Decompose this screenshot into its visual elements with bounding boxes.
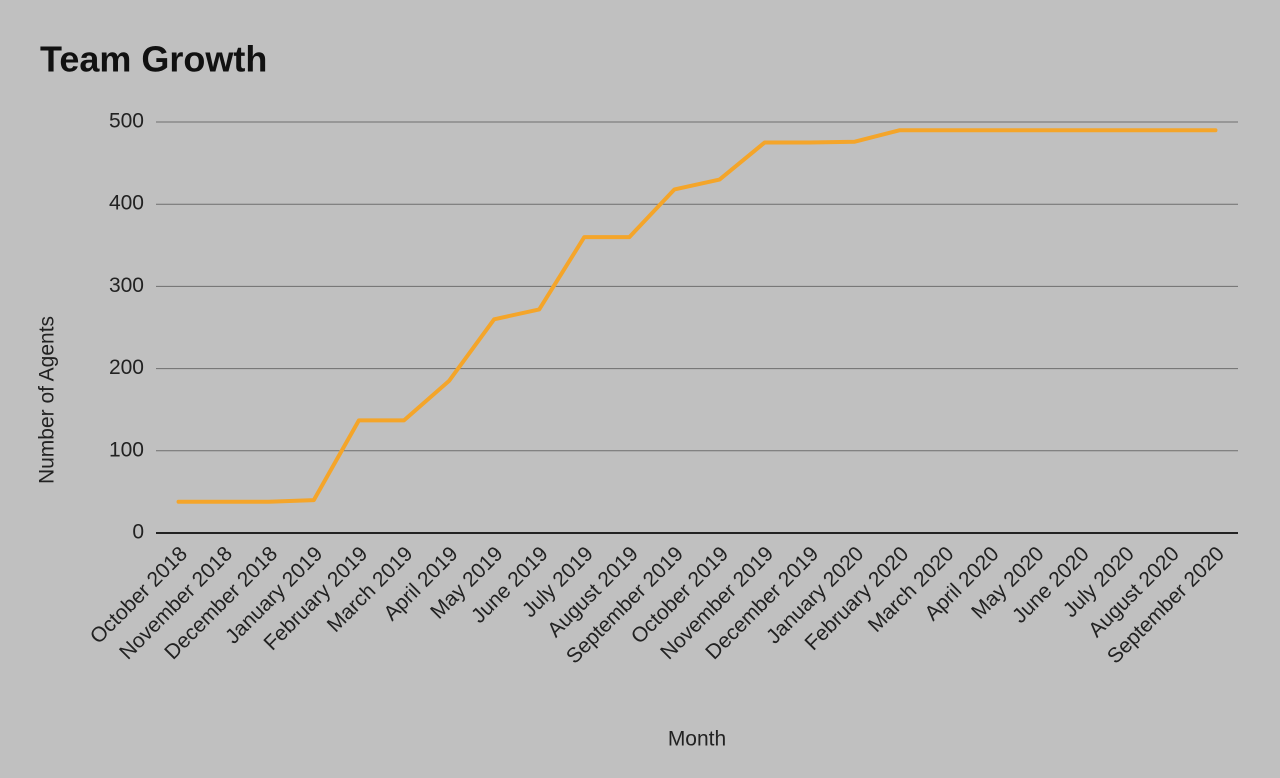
y-axis-label: Number of Agents [36, 316, 59, 484]
x-axis-label: Month [668, 728, 726, 751]
data-line [176, 128, 1218, 504]
y-tick-label: 0 [132, 521, 144, 544]
y-tick-label: 500 [109, 110, 144, 133]
y-tick-label: 300 [109, 274, 144, 297]
y-tick-label: 400 [109, 192, 144, 215]
chart-title: Team Growth [40, 39, 267, 80]
y-tick-label: 100 [109, 438, 144, 461]
y-tick-label: 200 [109, 356, 144, 379]
